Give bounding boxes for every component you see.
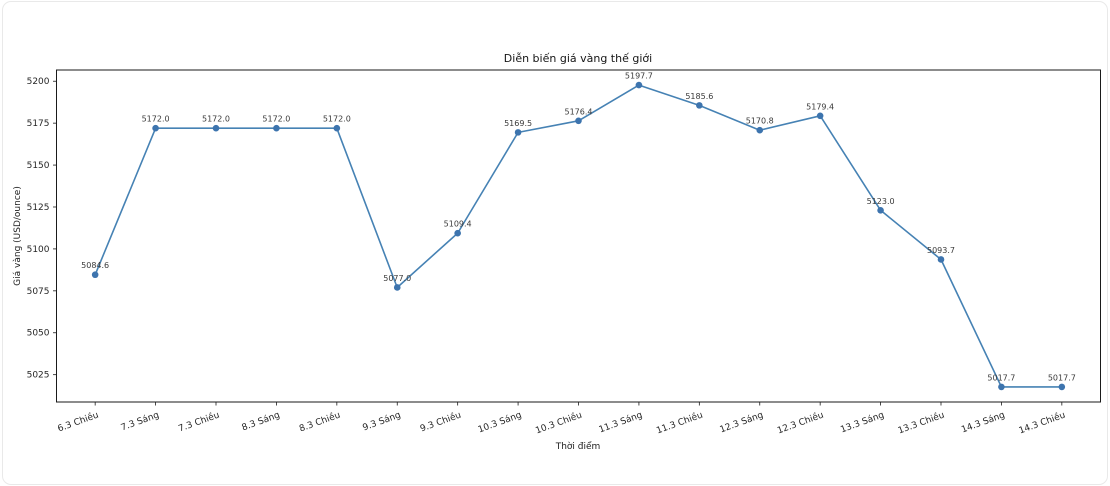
point-value-label: 5172.0 [142,115,170,124]
data-point [152,124,159,132]
data-point [91,271,99,279]
gold-price-line-chart: 5025 5050 5075 5100 5125 5150 5175 5200 6.3 Chiề… [27,69,1101,436]
data-point [756,126,764,134]
y-tick-label: 5050 [27,329,50,339]
price-line [94,84,1062,388]
point-value-label: 5172.0 [262,115,290,124]
x-tick-label: 9.3 Chiều [419,409,463,434]
y-tick-label: 5200 [27,77,50,87]
data-point [635,81,643,89]
data-point [696,102,703,109]
point-value-label: 5109.4 [444,220,472,229]
x-tick-label: 12.3 Chiều [776,409,825,436]
x-axis-label: Thời điểm [555,442,601,452]
point-value-label: 5172.0 [323,115,351,124]
point-value-label: 5176.4 [565,107,593,116]
axes-frame [56,69,1101,403]
data-point [877,207,884,214]
data-point [454,229,461,237]
point-value-label: 5084.6 [81,261,109,270]
x-tick-label: 14.3 Chiều [1017,409,1066,436]
y-tick-label: 5100 [27,245,50,255]
y-axis-label: Giá vàng (USD/ounce) [13,186,23,286]
x-tick-label: 11.3 Chiều [655,409,704,436]
point-value-label: 5197.7 [625,72,653,81]
data-point [393,284,401,291]
point-value-label: 5017.7 [1048,373,1076,382]
point-value-label: 5170.8 [746,117,774,126]
data-point [273,124,280,132]
data-point [998,383,1005,391]
x-tick-label: 7.3 Chiều [177,409,221,434]
x-tick-label: 6.3 Chiều [56,409,100,434]
point-value-label: 5169.5 [504,119,532,128]
data-point [575,117,582,125]
point-value-label: 5179.4 [806,102,834,111]
x-tick-label: 10.3 Sáng [477,410,523,435]
data-point [333,124,341,132]
y-tick-label: 5150 [27,161,50,171]
point-value-label: 5077.0 [383,274,411,283]
chart-title: Diễn biến giá vàng thế giới [503,52,653,65]
point-value-label: 5185.6 [685,92,713,101]
data-point [816,112,824,120]
y-tick-label: 5125 [27,203,50,213]
data-point [1058,383,1066,391]
x-tick-label: 7.3 Sáng [120,410,161,433]
x-tick-label: 12.3 Sáng [719,410,765,435]
data-point [212,124,220,132]
x-tick-label: 9.3 Sáng [361,410,402,433]
point-value-label: 5172.0 [202,115,230,124]
y-tick-label: 5025 [27,371,50,381]
point-value-label: 5093.7 [927,246,955,255]
point-value-label: 5123.0 [867,197,895,206]
x-tick-label: 13.3 Sáng [839,410,885,435]
x-tick-label: 8.3 Sáng [241,410,282,433]
y-tick-label: 5075 [27,287,50,297]
data-point [937,256,945,263]
x-tick-label: 14.3 Sáng [960,410,1006,435]
y-tick-label: 5175 [27,119,50,129]
x-tick-label: 8.3 Chiều [298,409,342,434]
x-tick-label: 10.3 Chiều [534,409,583,436]
x-tick-label: 11.3 Sáng [598,410,644,435]
data-point [514,129,522,136]
point-value-label: 5017.7 [987,373,1015,382]
x-tick-label: 13.3 Chiều [897,409,946,436]
